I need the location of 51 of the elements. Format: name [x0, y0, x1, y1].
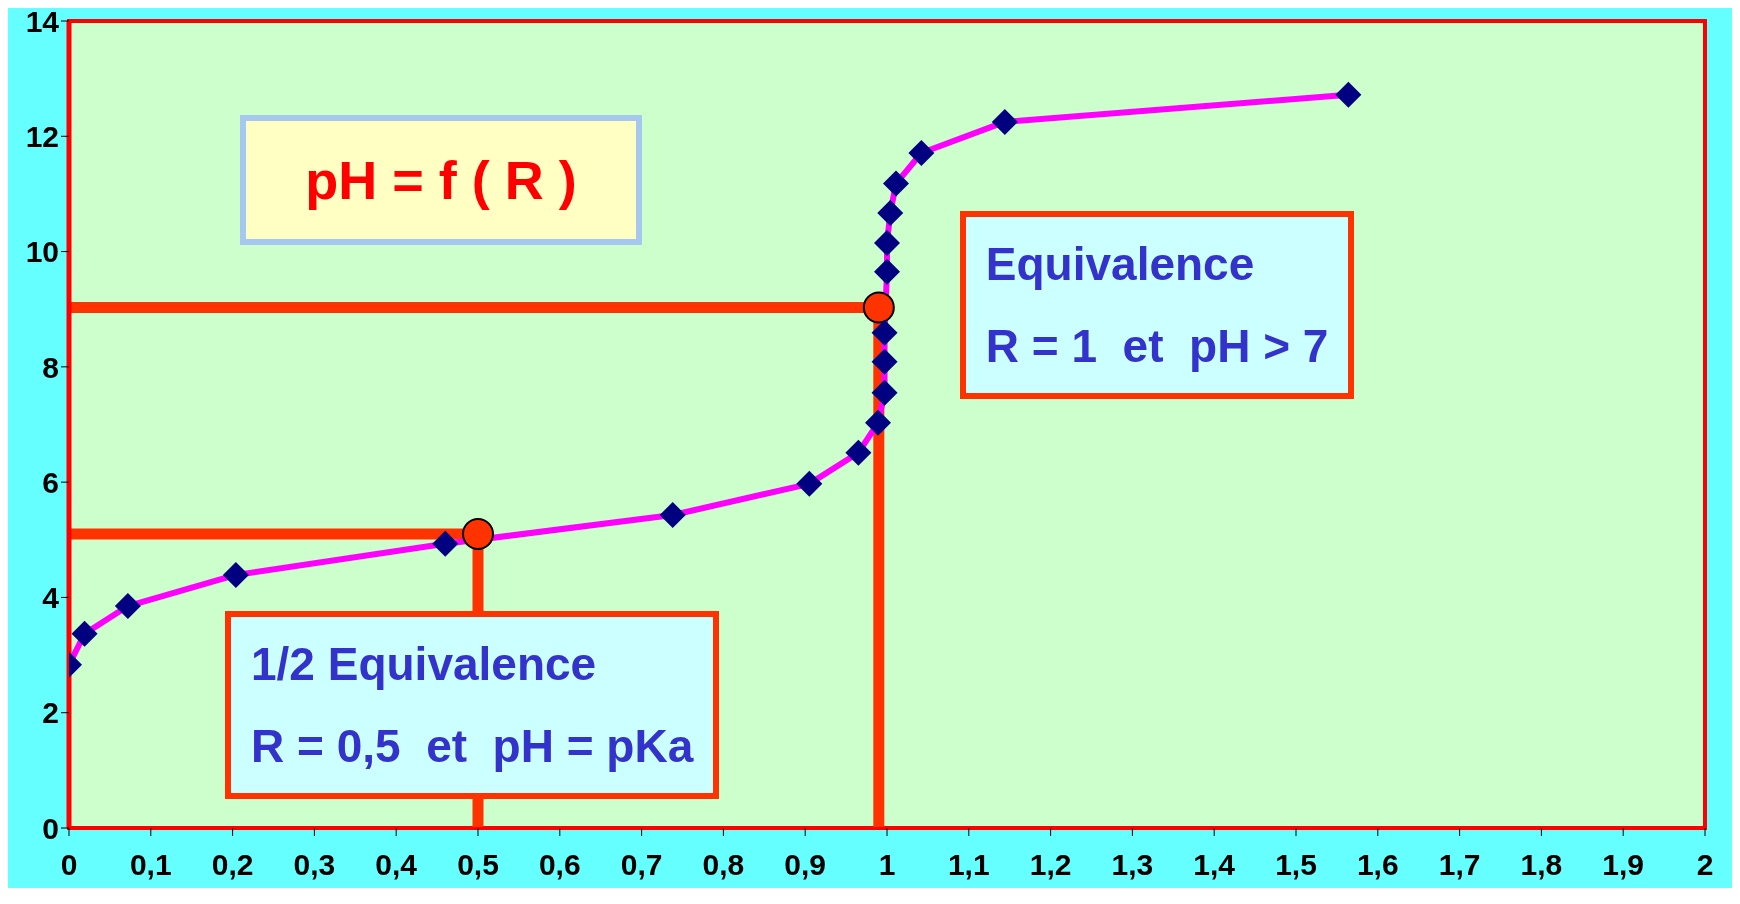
- point: [865, 409, 891, 436]
- point: [432, 530, 459, 557]
- point: [462, 518, 494, 551]
- point: [874, 258, 900, 285]
- text: pH = f ( R ): [240, 115, 642, 245]
- x-tick-label: 0,3: [293, 848, 336, 882]
- point: [796, 470, 823, 497]
- point: [908, 140, 935, 166]
- y-tick-label: 0: [42, 811, 59, 845]
- x-tick-label: 0,2: [211, 848, 254, 882]
- point: [883, 170, 909, 197]
- x-tick-label: 1,9: [1602, 848, 1645, 882]
- x-tick-label: 0,5: [457, 848, 499, 882]
- y-tick-label: 10: [25, 235, 59, 269]
- x-tick-label: 0,9: [784, 848, 827, 882]
- annotation: 1/2 Equivalence R = 0,5 et pH = pKa: [225, 611, 720, 800]
- y-tick-label: 6: [42, 465, 59, 499]
- x-tick-label: 1,5: [1275, 848, 1317, 882]
- point: [862, 291, 895, 324]
- y-tick-label: 4: [42, 581, 60, 615]
- point: [877, 199, 904, 226]
- y-tick-label: 2: [42, 696, 59, 730]
- point: [871, 348, 898, 375]
- x-tick-label: 1,2: [1029, 848, 1072, 882]
- x-tick-label: 1,7: [1438, 848, 1481, 882]
- point: [871, 379, 898, 406]
- y-tick-label: 8: [42, 350, 59, 384]
- point: [114, 593, 141, 620]
- x-tick-label: 0,6: [538, 848, 581, 882]
- x-tick-label: 1,8: [1520, 848, 1563, 882]
- x-tick-label: 1,4: [1193, 848, 1236, 882]
- point: [1335, 81, 1362, 108]
- point: [71, 620, 98, 647]
- point: [874, 229, 900, 256]
- x-tick-label: 2: [1696, 848, 1714, 882]
- y-tick-label: 12: [25, 119, 59, 153]
- x-tick-label: 0,1: [129, 848, 172, 882]
- point: [659, 502, 686, 528]
- y-tick-label: 14: [25, 4, 60, 38]
- annotation: Equivalence R = 1 et pH > 7: [959, 211, 1355, 400]
- point: [991, 108, 1018, 135]
- x-tick-label: 1: [878, 848, 896, 882]
- x-tick-label: 0,8: [702, 848, 745, 882]
- x-tick-label: 0,4: [375, 848, 418, 882]
- x-tick-label: 1,3: [1111, 848, 1154, 882]
- x-tick-label: 1,6: [1356, 848, 1399, 882]
- point: [222, 561, 249, 588]
- x-tick-label: 1,1: [947, 848, 990, 882]
- x-tick-label: 0,7: [620, 848, 663, 882]
- point: [871, 319, 898, 346]
- point: [845, 439, 872, 466]
